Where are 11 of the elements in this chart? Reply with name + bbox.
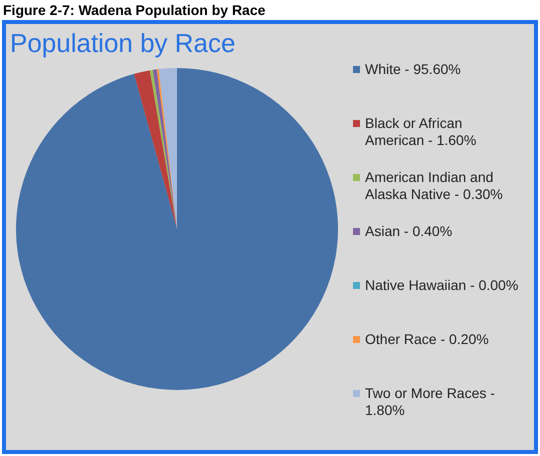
legend-label: Black or African American - 1.60% bbox=[365, 114, 476, 148]
chart-title: Population by Race bbox=[10, 28, 236, 58]
pie-slice bbox=[16, 68, 338, 390]
legend-label: White - 95.60% bbox=[365, 60, 461, 77]
legend-label: Asian - 0.40% bbox=[365, 222, 452, 239]
legend-label: American Indian and Alaska Native - 0.30% bbox=[365, 168, 503, 202]
legend-label: Native Hawaiian - 0.00% bbox=[365, 276, 518, 293]
legend-label: Other Race - 0.20% bbox=[365, 330, 489, 347]
legend-label: Two or More Races - 1.80% bbox=[365, 384, 496, 418]
pie-slice bbox=[134, 70, 177, 229]
caption: Figure 2-7: Wadena Population by Race bbox=[3, 2, 266, 18]
